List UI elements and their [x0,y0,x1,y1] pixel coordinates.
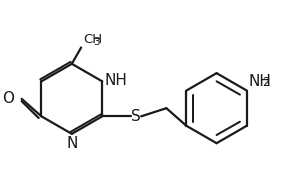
Text: O: O [2,91,14,106]
Text: CH: CH [83,33,102,46]
Text: NH: NH [248,74,271,89]
Text: 3: 3 [93,37,99,47]
Text: NH: NH [104,73,127,88]
Text: S: S [131,109,141,124]
Text: N: N [66,136,77,151]
Text: 2: 2 [262,76,269,89]
